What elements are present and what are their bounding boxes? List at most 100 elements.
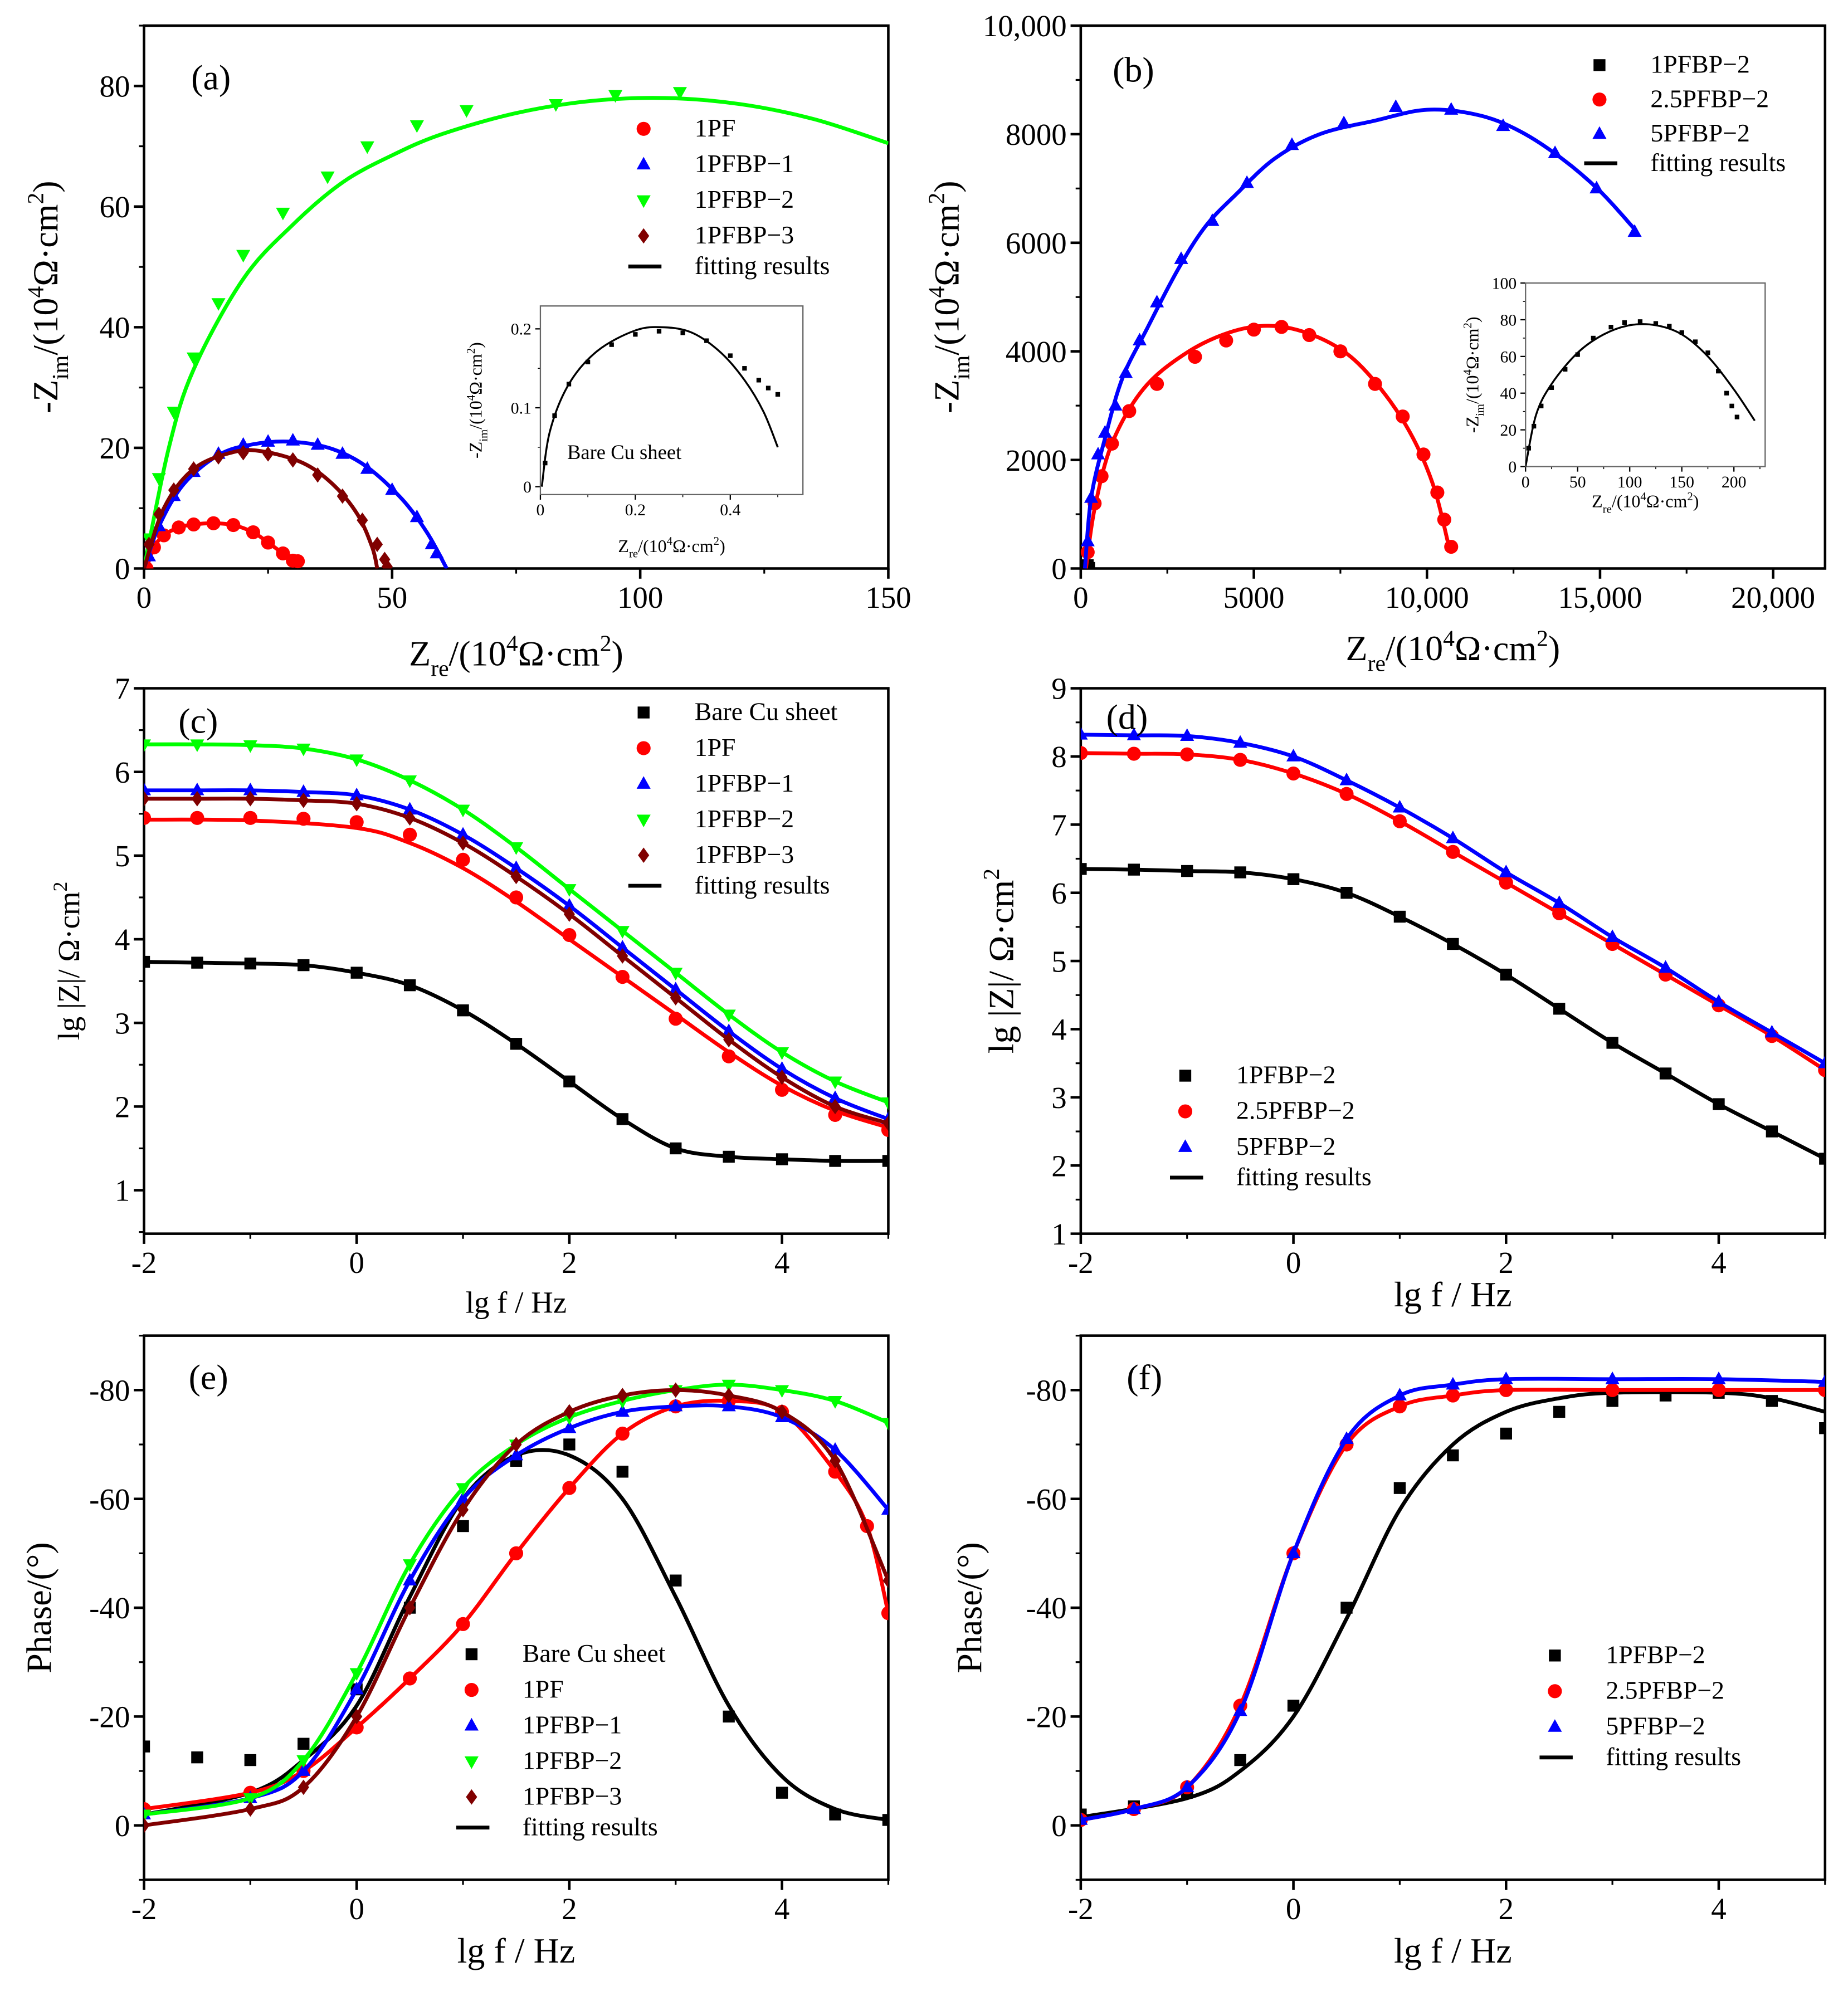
- square-marker: [1532, 423, 1537, 429]
- triangle-down-marker: [243, 1793, 257, 1806]
- square-marker: [1766, 1125, 1778, 1138]
- series-2.5PFBP-2: [1080, 320, 1459, 569]
- diamond-marker: [404, 1600, 416, 1616]
- x-axis-label: lg f / Hz: [1394, 1931, 1512, 1970]
- square-marker: [457, 1004, 469, 1017]
- y-tick-label: 3: [1051, 1081, 1066, 1115]
- x-axis-label: Zre/(104Ω·cm2): [618, 534, 725, 560]
- x-tick-label: 2: [562, 1246, 577, 1280]
- square-marker: [616, 1113, 629, 1125]
- series-5PFBP-2: [1080, 726, 1825, 1068]
- triangle-up-marker: [1392, 1388, 1407, 1400]
- triangle-up-marker: [721, 1023, 736, 1037]
- square-marker: [1606, 1395, 1618, 1407]
- circle-marker: [1339, 787, 1354, 801]
- square-marker: [1659, 1389, 1672, 1402]
- square-marker: [1539, 403, 1544, 408]
- triangle-down-marker: [167, 407, 181, 419]
- circle-marker: [1392, 814, 1407, 828]
- square-marker: [1705, 350, 1710, 355]
- x-tick-label: 50: [377, 580, 407, 614]
- square-marker: [765, 385, 771, 391]
- triangle-down-marker: [775, 1385, 789, 1398]
- triangle-down-marker: [243, 740, 257, 753]
- x-tick-label: 0: [1522, 474, 1530, 491]
- plot-area: [144, 1379, 889, 1833]
- legend-label: fitting results: [1650, 148, 1786, 177]
- y-axis-label: -Zim/(104Ω·cm2): [1461, 316, 1486, 433]
- circle-marker: [157, 528, 171, 543]
- triangle-up-marker: [1205, 213, 1220, 226]
- circle-marker: [206, 516, 221, 530]
- triangle-up-marker: [296, 784, 311, 797]
- x-tick-label: 5000: [1223, 580, 1285, 614]
- legend-label: 5PFBP−2: [1650, 119, 1749, 147]
- triangle-up-marker: [615, 1404, 630, 1417]
- square-marker: [1128, 863, 1140, 876]
- triangle-down-marker: [403, 1559, 417, 1572]
- square-marker: [633, 332, 638, 337]
- circle-marker: [1105, 436, 1119, 451]
- square-marker: [552, 413, 557, 418]
- inset-annotation: Bare Cu sheet: [567, 441, 681, 463]
- fit-line: [144, 1398, 889, 1811]
- square-marker: [728, 353, 733, 358]
- y-tick-label: 1: [115, 1174, 130, 1208]
- legend: Bare Cu sheet 1PF 1PFBP−1 1PFBP−2 1PFBP−3fit…: [456, 1639, 666, 1841]
- circle-marker: [1333, 344, 1348, 359]
- circle-marker: [1127, 746, 1141, 761]
- square-marker: [1549, 1649, 1561, 1662]
- legend-label: 1PFBP−2: [1650, 50, 1749, 79]
- triangle-up-marker: [296, 1763, 311, 1776]
- fit-line: [1080, 1390, 1825, 1819]
- circle-marker: [775, 1082, 789, 1097]
- square-marker: [298, 959, 310, 972]
- diamond-marker: [617, 1388, 628, 1403]
- diamond-marker: [670, 990, 681, 1006]
- triangle-down-marker: [464, 1756, 479, 1769]
- diamond-marker: [287, 452, 299, 468]
- fit-line: [144, 96, 889, 569]
- square-marker: [563, 1438, 576, 1451]
- triangle-down-marker: [881, 1097, 889, 1110]
- x-axis-label: lg f / Hz: [466, 1285, 567, 1319]
- square-marker: [1724, 391, 1729, 396]
- square-marker: [1083, 562, 1095, 569]
- triangle-up-marker: [1108, 398, 1123, 411]
- triangle-up-marker: [1285, 137, 1299, 150]
- circle-marker: [403, 827, 417, 842]
- circle-marker: [243, 811, 257, 825]
- triangle-up-marker: [1552, 895, 1567, 908]
- circle-marker: [1416, 447, 1431, 462]
- fit-line: [1525, 323, 1756, 467]
- y-tick-label: 0: [1051, 552, 1066, 586]
- legend-label: 1PFBP−1: [523, 1710, 622, 1739]
- y-axis-label: -Zim/(104Ω·cm2): [23, 180, 74, 413]
- square-marker: [1181, 865, 1193, 877]
- triangle-up-marker: [349, 787, 364, 801]
- circle-marker: [464, 1683, 479, 1697]
- square-marker: [244, 957, 257, 970]
- square-marker: [1766, 1395, 1778, 1407]
- square-marker: [1234, 866, 1246, 879]
- square-marker: [1447, 938, 1459, 950]
- triangle-up-marker: [360, 461, 374, 474]
- square-marker: [1659, 1067, 1672, 1080]
- triangle-up-marker: [1098, 425, 1112, 438]
- y-tick-label: 5: [1051, 944, 1066, 978]
- diamond-marker: [144, 536, 155, 553]
- square-marker: [742, 366, 747, 371]
- y-tick-label: -20: [89, 1700, 130, 1734]
- legend-label: 1PFBP−2: [523, 1746, 622, 1774]
- triangle-down-marker: [456, 1483, 470, 1496]
- fit-line: [1083, 108, 1636, 569]
- legend-label: fitting results: [523, 1812, 658, 1841]
- diamond-marker: [381, 559, 393, 569]
- circle-marker: [1149, 377, 1164, 391]
- square-marker: [829, 1808, 841, 1821]
- x-tick-label: 2: [1499, 1892, 1514, 1926]
- square-marker: [1179, 1070, 1192, 1082]
- plot-area: [144, 739, 889, 1167]
- triangle-down-marker: [721, 1009, 736, 1023]
